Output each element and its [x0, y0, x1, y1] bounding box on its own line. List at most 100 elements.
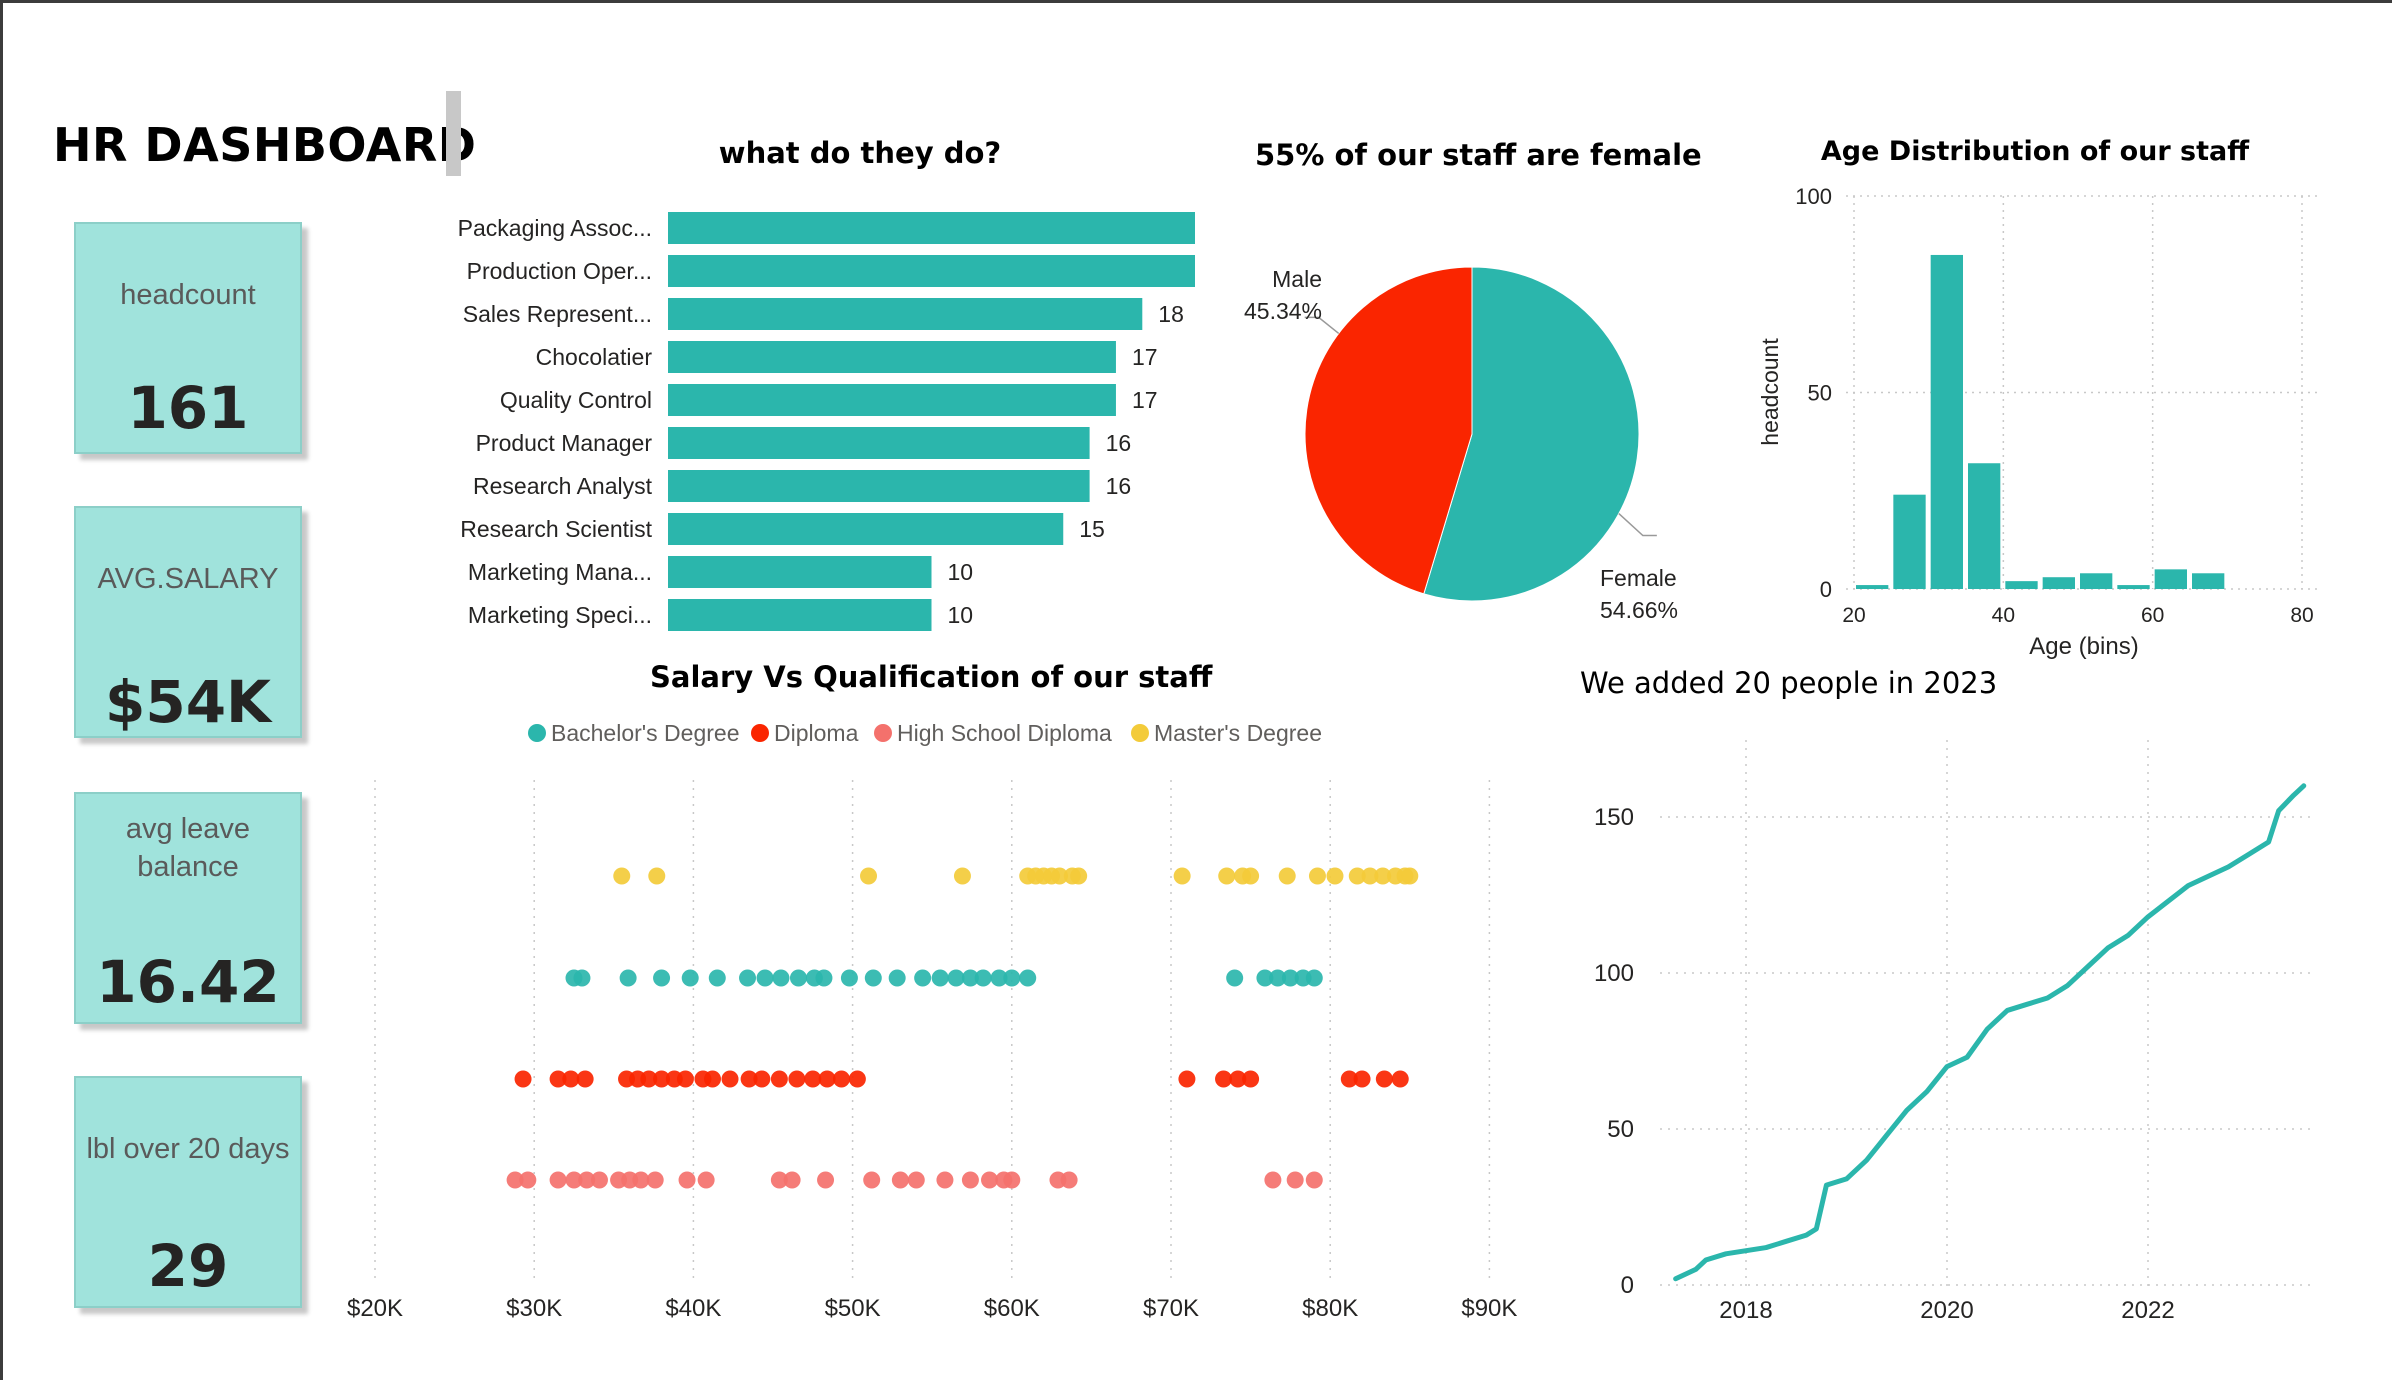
kpi-card-over-20-days[interactable]: lbl over 20 days 29 [74, 1076, 302, 1308]
gender-chart-title: 55% of our staff are female [1255, 138, 1702, 172]
job-data-label: 17 [1132, 387, 1158, 413]
salary-point [1003, 1171, 1021, 1189]
job-category-label: Marketing Speci... [468, 602, 652, 628]
hires-ytick-label: 150 [1594, 804, 1634, 831]
salary-point [1361, 867, 1379, 885]
salary-legend-marker [751, 724, 769, 742]
salary-point [590, 1171, 608, 1189]
kpi-card-avg-leave-balance[interactable]: avg leave balance 16.42 [74, 792, 302, 1024]
salary-legend-marker [528, 724, 546, 742]
salary-point [562, 1070, 580, 1088]
age-bar [2042, 577, 2075, 589]
job-category-label: Marketing Mana... [468, 559, 652, 585]
job-category-label: Quality Control [500, 387, 652, 413]
salary-xtick-label: $90K [1461, 1295, 1517, 1322]
salary-point [1019, 969, 1037, 987]
salary-point [931, 969, 949, 987]
salary-point [653, 1070, 671, 1088]
job-data-label: 15 [1079, 516, 1105, 542]
salary-xtick-label: $50K [825, 1295, 881, 1322]
age-xtick-label: 80 [2290, 604, 2313, 627]
salary-point [704, 1070, 722, 1088]
job-category-label: Research Analyst [473, 473, 653, 499]
job-bar [668, 470, 1090, 502]
hires-xtick-label: 2022 [2121, 1297, 2174, 1324]
job-bar [668, 556, 932, 588]
salary-point [1308, 867, 1326, 885]
salary-point [549, 1070, 567, 1088]
salary-legend-label: Diploma [774, 720, 859, 746]
job-category-label: Sales Represent... [463, 301, 652, 327]
salary-point [1391, 1070, 1409, 1088]
salary-point [1226, 969, 1244, 987]
age-bar [2154, 569, 2187, 589]
hires-ytick-label: 100 [1594, 960, 1634, 987]
job-bar [668, 298, 1143, 330]
salary-point [1215, 1070, 1233, 1088]
salary-chart-title: Salary Vs Qualification of our staff [650, 660, 1213, 694]
salary-legend-marker [874, 724, 892, 742]
salary-point [753, 1070, 771, 1088]
salary-point [864, 969, 882, 987]
salary-point [1305, 1171, 1323, 1189]
job-category-label: Chocolatier [536, 344, 653, 370]
salary-point [1375, 1070, 1393, 1088]
salary-point [981, 1171, 999, 1189]
age-xtick-label: 40 [1992, 604, 2015, 627]
salary-point [519, 1171, 537, 1189]
salary-point [1281, 969, 1299, 987]
salary-point [891, 1171, 909, 1189]
salary-point [953, 867, 971, 885]
salary-point [947, 969, 965, 987]
salary-point [840, 969, 858, 987]
salary-point [573, 969, 591, 987]
hires-ytick-label: 0 [1621, 1272, 1634, 1299]
salary-point [708, 969, 726, 987]
salary-legend-label: Master's Degree [1154, 720, 1322, 746]
job-category-label: Product Manager [476, 430, 653, 456]
salary-point [578, 1171, 596, 1189]
kpi-card-headcount[interactable]: headcount 161 [74, 222, 302, 454]
salary-point [506, 1171, 524, 1189]
salary-point [770, 1070, 788, 1088]
salary-point [788, 1070, 806, 1088]
salary-point [676, 1070, 694, 1088]
salary-point [1269, 969, 1287, 987]
salary-point [1060, 1171, 1078, 1189]
salary-point [1242, 1070, 1260, 1088]
salary-point [648, 867, 666, 885]
kpi-label: headcount [120, 279, 256, 311]
salary-point [961, 1171, 979, 1189]
hires-series-line [1673, 783, 2307, 1282]
kpi-label: AVG.SALARY [97, 563, 279, 595]
salary-point [990, 969, 1008, 987]
salary-xtick-label: $20K [347, 1295, 403, 1322]
hires-ytick-label: 50 [1607, 1116, 1634, 1143]
pie-slice [1304, 266, 1473, 595]
pie-slice [1423, 266, 1640, 602]
salary-point [818, 1070, 836, 1088]
salary-point [739, 969, 757, 987]
age-bar [2117, 585, 2150, 589]
salary-point [1003, 969, 1021, 987]
age-bar [1930, 254, 1963, 589]
job-category-label: Packaging Assoc... [458, 215, 652, 241]
pie-leader-line [1304, 316, 1340, 334]
salary-point [888, 969, 906, 987]
salary-point [1242, 867, 1260, 885]
kpi-value: 161 [127, 374, 249, 442]
salary-point [1401, 867, 1419, 885]
salary-xtick-label: $40K [665, 1295, 721, 1322]
job-bar [668, 599, 932, 631]
salary-point [549, 1171, 567, 1189]
salary-point [936, 1171, 954, 1189]
salary-point [640, 1070, 658, 1088]
age-ytick-label: 0 [1820, 577, 1832, 602]
salary-point [1256, 969, 1274, 987]
salary-point [619, 969, 637, 987]
salary-point [1348, 867, 1366, 885]
salary-point [863, 1171, 881, 1189]
kpi-card-avg-salary[interactable]: AVG.SALARY $54K [74, 506, 302, 738]
salary-point [860, 867, 878, 885]
